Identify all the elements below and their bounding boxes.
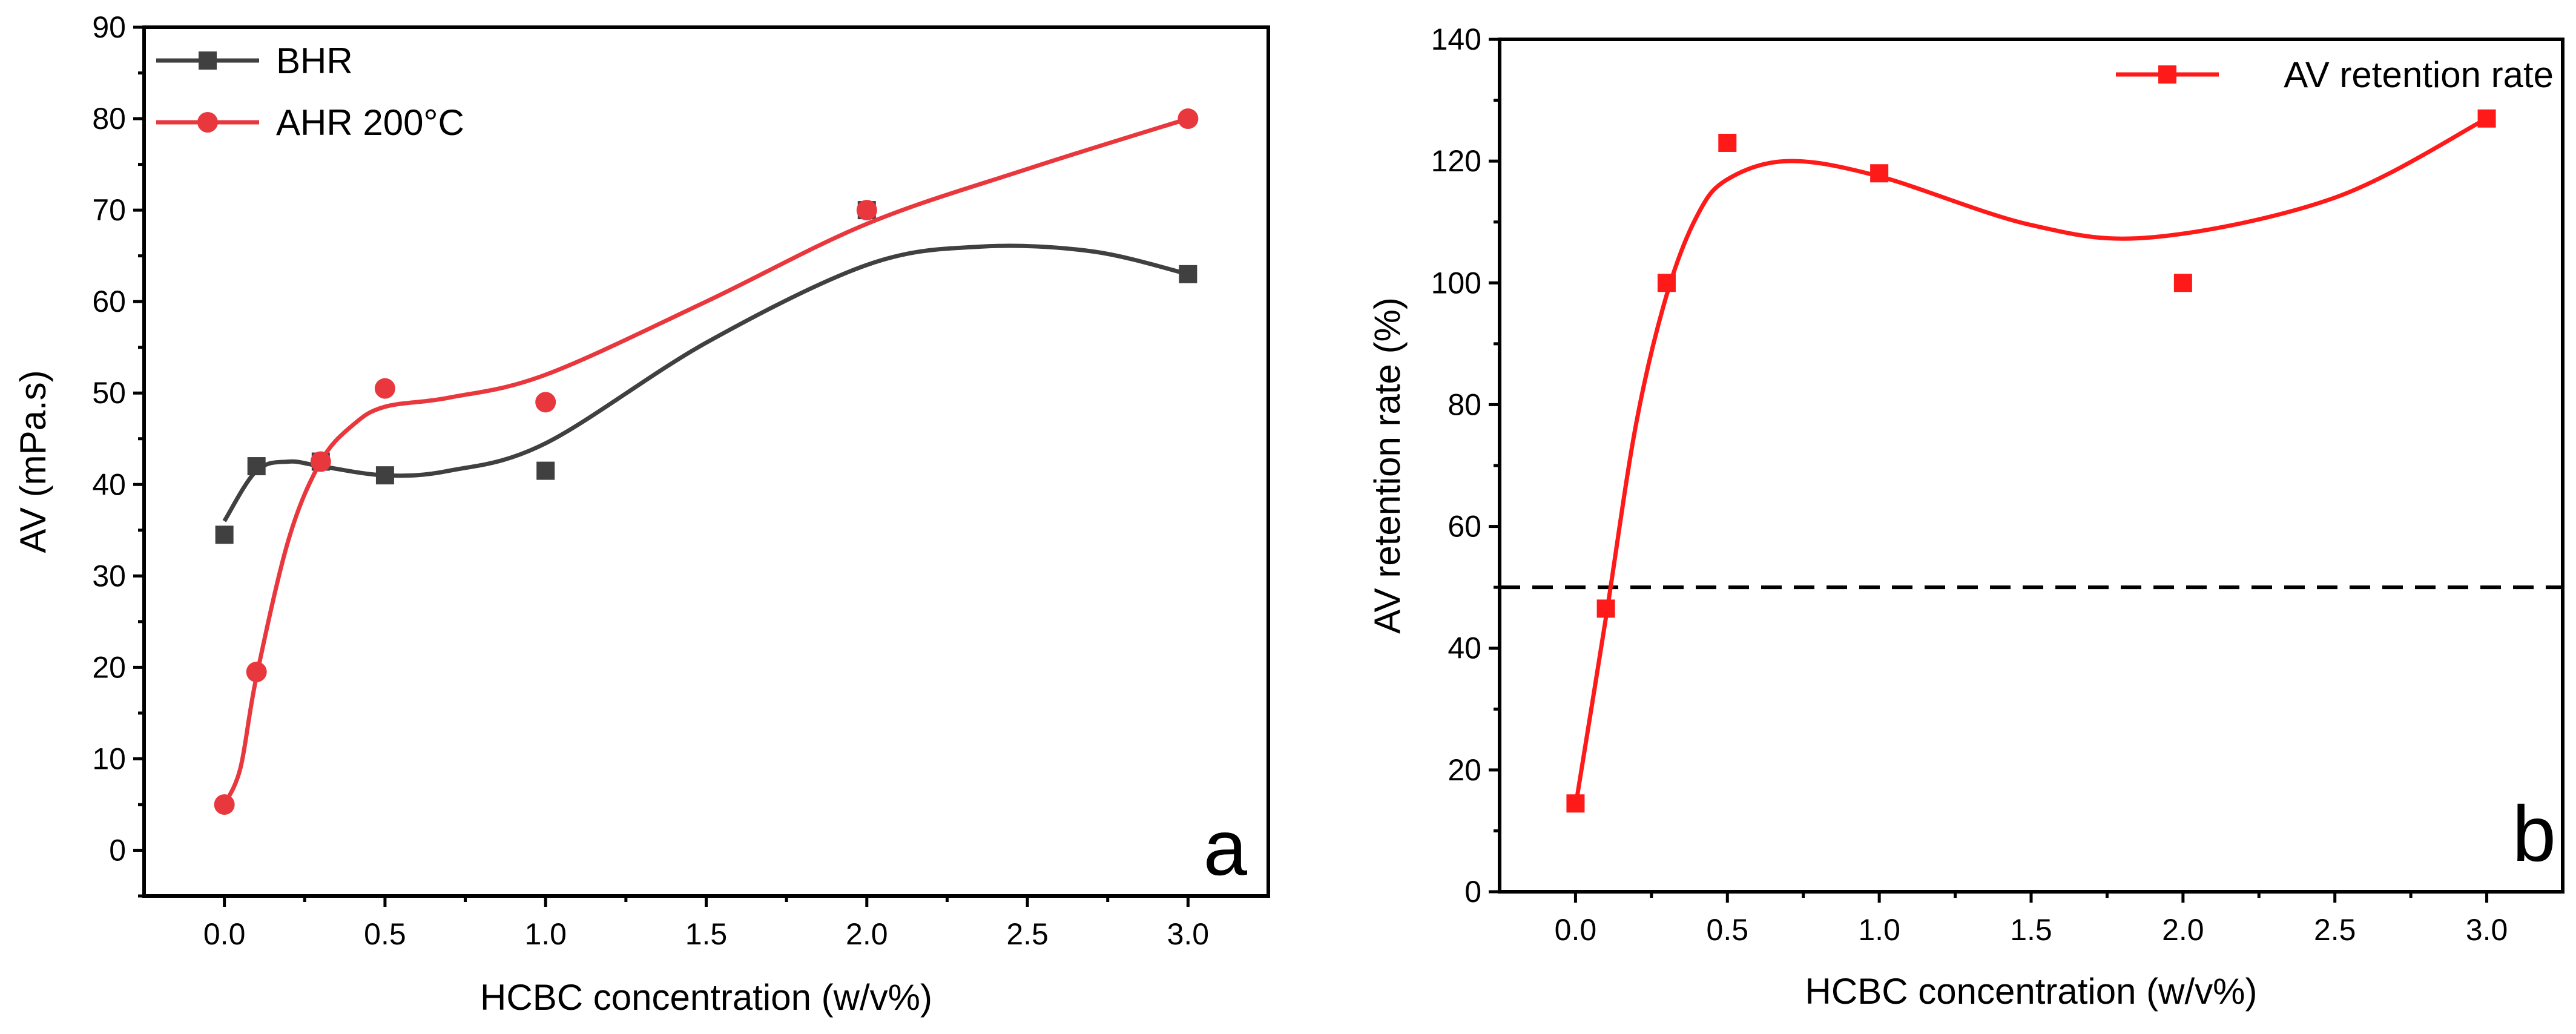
y-tick-label: 30 bbox=[92, 559, 126, 593]
legend-entry: AV retention rate bbox=[2116, 54, 2554, 95]
x-tick-label: 2.5 bbox=[1006, 917, 1049, 951]
panel-label: a bbox=[1204, 803, 1248, 892]
y-tick-label: 20 bbox=[92, 650, 126, 684]
data-point bbox=[310, 451, 331, 472]
x-tick-label: 1.0 bbox=[1858, 913, 1900, 947]
data-point bbox=[374, 378, 395, 399]
y-tick-label: 60 bbox=[92, 285, 126, 318]
y-tick-label: 90 bbox=[92, 10, 126, 44]
y-axis-title: AV (mPa.s) bbox=[13, 370, 53, 553]
chart-panel-b: 0 20 40 60 80 100 120 140 0.0 0.5 1.0 1.5 2.0 2.5 3.0 H… bbox=[1367, 22, 2564, 1012]
y-tick-label: 50 bbox=[92, 376, 126, 410]
data-point bbox=[2173, 274, 2192, 292]
series-ahr-200-c bbox=[214, 108, 1199, 815]
series-av-retention-rate bbox=[1566, 109, 2496, 813]
data-point bbox=[2477, 109, 2496, 128]
panel-label: b bbox=[2512, 789, 2556, 878]
x-tick-label: 2.5 bbox=[2314, 913, 2356, 947]
legend-entry: BHR bbox=[156, 41, 353, 81]
x-tick-label: 2.0 bbox=[846, 917, 888, 951]
legend-label: AV retention rate bbox=[2284, 54, 2554, 95]
data-point bbox=[214, 794, 235, 815]
x-tick-label: 0.5 bbox=[364, 917, 406, 951]
data-point bbox=[1870, 164, 1889, 183]
data-point bbox=[215, 525, 234, 544]
x-tick-label: 3.0 bbox=[2466, 913, 2508, 947]
x-tick-label: 0.5 bbox=[1707, 913, 1749, 947]
y-tick-label: 80 bbox=[1448, 387, 1481, 421]
y-tick-label: 10 bbox=[92, 742, 126, 776]
y-axis-title: AV retention rate (%) bbox=[1367, 297, 1408, 634]
y-tick-label: 60 bbox=[1448, 510, 1481, 544]
data-point bbox=[1596, 599, 1615, 618]
legend-marker bbox=[2158, 65, 2176, 84]
x-tick-label: 2.0 bbox=[2162, 913, 2204, 947]
y-tick-label: 0 bbox=[109, 833, 126, 867]
y-tick-label: 0 bbox=[1464, 875, 1481, 909]
y-tick-label: 20 bbox=[1448, 753, 1481, 787]
y-tick-label: 80 bbox=[92, 102, 126, 136]
data-point bbox=[246, 661, 267, 682]
y-tick-label: 40 bbox=[1448, 631, 1481, 665]
y-tick-label: 40 bbox=[92, 467, 126, 501]
series-bhr bbox=[215, 201, 1197, 544]
data-point bbox=[375, 466, 394, 485]
data-point bbox=[1657, 274, 1676, 292]
fit-curve bbox=[1573, 116, 2488, 807]
fit-curve bbox=[222, 116, 1189, 806]
legend-marker bbox=[197, 112, 218, 133]
x-tick-label: 0.0 bbox=[203, 917, 246, 951]
data-point bbox=[1718, 133, 1737, 152]
chart-panel-a: 0 10 20 30 40 50 60 70 80 90 0.0 0.5 1.0 1.5 2.0 2.5 3.0… bbox=[13, 10, 1270, 1018]
x-tick-label: 0.0 bbox=[1555, 913, 1597, 947]
y-tick-label: 140 bbox=[1431, 22, 1481, 56]
y-tick-label: 100 bbox=[1431, 266, 1481, 300]
data-point bbox=[1566, 794, 1585, 813]
x-axis-title: HCBC concentration (w/v%) bbox=[1805, 971, 2258, 1012]
legend-marker bbox=[199, 51, 217, 70]
legend-entry: AHR 200°C bbox=[156, 102, 464, 143]
data-point bbox=[535, 392, 556, 413]
data-point bbox=[1178, 108, 1199, 130]
y-tick-label: 120 bbox=[1431, 144, 1481, 178]
legend-label: AHR 200°C bbox=[276, 102, 464, 143]
x-tick-label: 1.5 bbox=[685, 917, 728, 951]
x-axis-title: HCBC concentration (w/v%) bbox=[480, 977, 932, 1018]
data-point bbox=[856, 200, 877, 221]
data-point bbox=[536, 461, 555, 480]
x-tick-label: 1.0 bbox=[524, 917, 567, 951]
x-tick-label: 3.0 bbox=[1167, 917, 1210, 951]
data-point bbox=[1179, 265, 1197, 283]
x-tick-label: 1.5 bbox=[2010, 913, 2052, 947]
data-point bbox=[247, 457, 266, 476]
fit-curve bbox=[222, 243, 1189, 522]
y-tick-label: 70 bbox=[92, 193, 126, 227]
legend-label: BHR bbox=[276, 41, 353, 81]
